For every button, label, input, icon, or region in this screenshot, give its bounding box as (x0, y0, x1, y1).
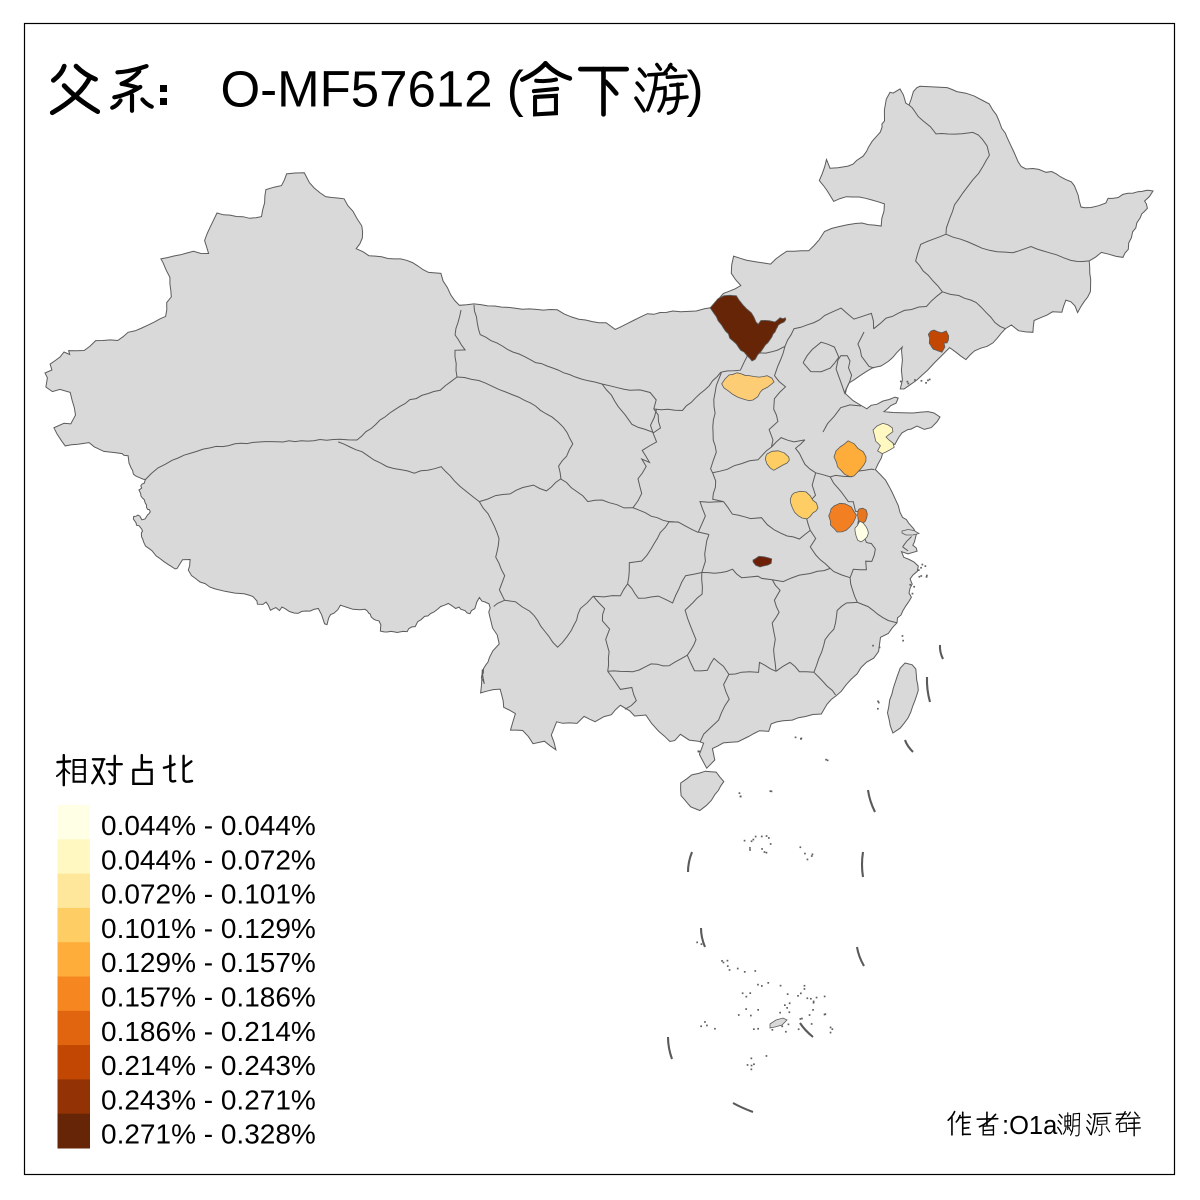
svg-text:0.101% - 0.129%: 0.101% - 0.129% (101, 913, 316, 944)
svg-text:0.044% - 0.044%: 0.044% - 0.044% (101, 810, 316, 841)
svg-text:0.271% - 0.328%: 0.271% - 0.328% (101, 1119, 316, 1150)
svg-text:0.157% - 0.186%: 0.157% - 0.186% (101, 982, 316, 1013)
svg-text:0.214% - 0.243%: 0.214% - 0.243% (101, 1050, 316, 1081)
svg-text:0.186% - 0.214%: 0.186% - 0.214% (101, 1016, 316, 1047)
svg-text:0.129% - 0.157%: 0.129% - 0.157% (101, 947, 316, 978)
svg-text::O1a: :O1a (1002, 1112, 1058, 1140)
svg-text:0.044% - 0.072%: 0.044% - 0.072% (101, 844, 316, 875)
svg-text:0.072% - 0.101%: 0.072% - 0.101% (101, 879, 316, 910)
svg-text:): ) (687, 61, 704, 118)
svg-text:0.243% - 0.271%: 0.243% - 0.271% (101, 1084, 316, 1115)
svg-text:O-MF57612 (: O-MF57612 ( (221, 61, 524, 118)
